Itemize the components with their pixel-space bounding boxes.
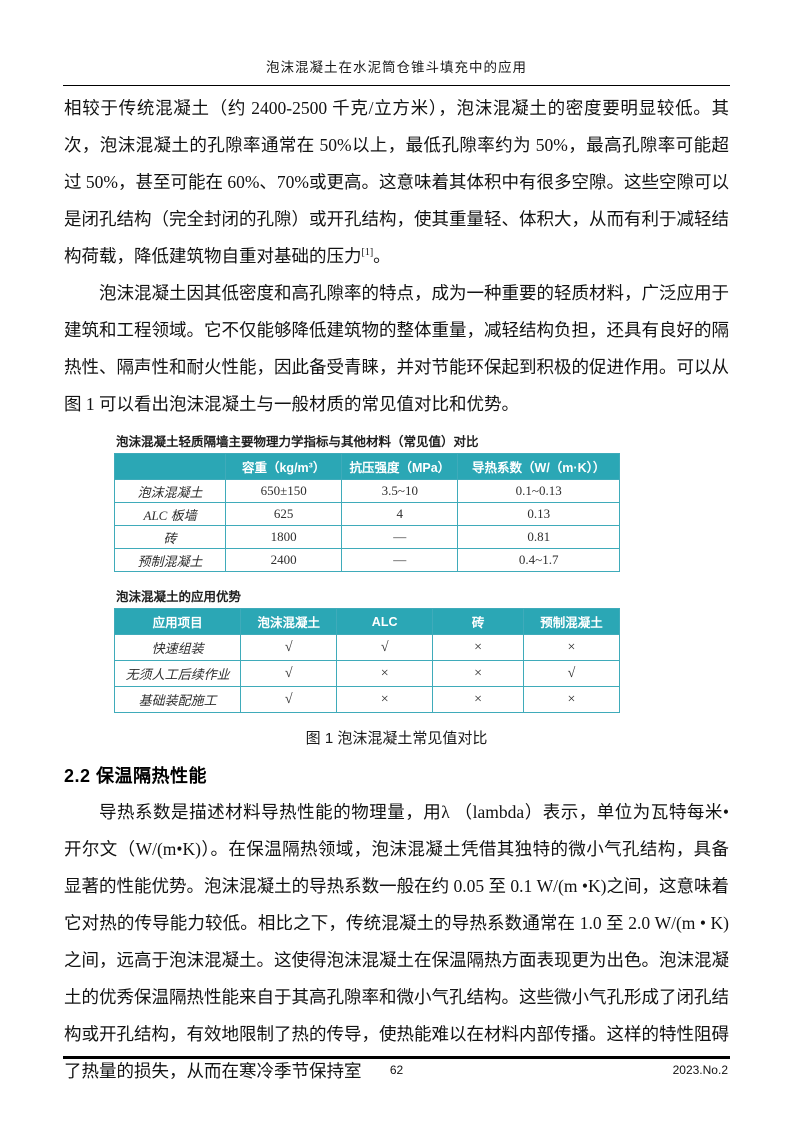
table1-cell: ALC 板墙	[113, 502, 227, 526]
figure-caption: 图 1 泡沫混凝土常见值对比	[305, 730, 488, 747]
table1-cell: —	[341, 548, 459, 572]
table1-cell: 0.4~1.7	[457, 548, 620, 572]
page-content: 相较于传统混凝土（约 2400-2500 千克/立方米），泡沫混凝土的密度要明显…	[64, 90, 729, 1090]
table1-header-blank	[113, 453, 227, 480]
paragraph-lightweight: 泡沫混凝土因其低密度和高孔隙率的特点，成为一种重要的轻质材料，广泛应用于建筑和工…	[64, 283, 729, 414]
paragraph-density: 相较于传统混凝土（约 2400-2500 千克/立方米），泡沫混凝土的密度要明显…	[64, 90, 729, 275]
table-application-advantages: 应用项目 泡沫混凝土 ALC 砖 预制混凝土 快速组装 √ √ × × 无须人工…	[113, 608, 620, 713]
table2-header-precast: 预制混凝土	[523, 608, 620, 635]
table1-cell: 砖	[113, 525, 227, 549]
check-mark: √	[523, 660, 620, 687]
table1-cell: 625	[225, 502, 343, 526]
table-row: 泡沫混凝土 650±150 3.5~10 0.1~0.13	[113, 479, 620, 503]
table1-cell: 预制混凝土	[113, 548, 227, 572]
table-row: ALC 板墙 625 4 0.13	[113, 502, 620, 526]
check-mark: √	[336, 634, 434, 661]
table1-cell: 4	[341, 502, 459, 526]
cross-mark: ×	[336, 660, 434, 687]
table-row: 基础装配施工 √ × × ×	[113, 686, 620, 713]
check-mark: √	[240, 660, 338, 687]
table1-header-density: 容重（kg/m³）	[225, 453, 343, 480]
table1-header-strength: 抗压强度（MPa）	[341, 453, 459, 480]
table-physical-indicators: 容重（kg/m³） 抗压强度（MPa） 导热系数（W/（m·K）） 泡沫混凝土 …	[113, 453, 620, 572]
table1-cell: 0.81	[457, 525, 620, 549]
table2-cell: 快速组装	[113, 634, 242, 661]
issue-label: 2023.No.2	[672, 1063, 728, 1077]
cross-mark: ×	[336, 686, 434, 713]
table1-cell: 0.1~0.13	[457, 479, 620, 503]
table1-cell: 3.5~10	[341, 479, 459, 503]
table1-header-conductivity: 导热系数（W/（m·K））	[457, 453, 620, 480]
table2-cell: 无须人工后续作业	[113, 660, 242, 687]
table2-header-item: 应用项目	[113, 608, 242, 635]
cross-mark: ×	[523, 686, 620, 713]
cross-mark: ×	[432, 686, 525, 713]
table-row: 预制混凝土 2400 — 0.4~1.7	[113, 548, 620, 572]
cross-mark: ×	[432, 634, 525, 661]
cross-mark: ×	[523, 634, 620, 661]
table1-cell: 泡沫混凝土	[113, 479, 227, 503]
table1-cell: 2400	[225, 548, 343, 572]
table-row: 砖 1800 — 0.81	[113, 525, 620, 549]
table1-cell: —	[341, 525, 459, 549]
section-heading-2-2: 2.2 保温隔热性能	[64, 766, 208, 786]
table2-header-alc: ALC	[336, 608, 434, 635]
paragraph-thermal: 导热系数是描述材料导热性能的物理量，用λ （lambda）表示，单位为瓦特每米•…	[64, 802, 729, 1081]
header-rule	[63, 85, 730, 86]
table-row: 应用项目 泡沫混凝土 ALC 砖 预制混凝土	[113, 608, 620, 635]
table2-cell: 基础装配施工	[113, 686, 242, 713]
table2-header-foam-concrete: 泡沫混凝土	[240, 608, 338, 635]
footer-rule	[63, 1056, 730, 1059]
paragraph-density-text: 相较于传统混凝土（约 2400-2500 千克/立方米），泡沫混凝土的密度要明显…	[64, 98, 729, 266]
paragraph-density-period: 。	[373, 246, 391, 266]
table2-header-brick: 砖	[432, 608, 525, 635]
page-number: 62	[389, 1063, 404, 1077]
table-row: 容重（kg/m³） 抗压强度（MPa） 导热系数（W/（m·K））	[113, 453, 620, 480]
table1-title: 泡沫混凝土轻质隔墙主要物理力学指标与其他材料（常见值）对比	[116, 435, 479, 449]
table1-cell: 650±150	[225, 479, 343, 503]
check-mark: √	[240, 686, 338, 713]
figure-1: 泡沫混凝土轻质隔墙主要物理力学指标与其他材料（常见值）对比 容重（kg/m³） …	[113, 431, 620, 713]
check-mark: √	[240, 634, 338, 661]
table-row: 无须人工后续作业 √ × × √	[113, 660, 620, 687]
table-row: 快速组装 √ √ × ×	[113, 634, 620, 661]
table2-title: 泡沫混凝土的应用优势	[116, 590, 242, 604]
cross-mark: ×	[432, 660, 525, 687]
citation-ref-1: [1]	[361, 247, 374, 259]
running-head-title: 泡沫混凝土在水泥筒仓锥斗填充中的应用	[266, 60, 527, 75]
table1-cell: 0.13	[457, 502, 620, 526]
table1-cell: 1800	[225, 525, 343, 549]
